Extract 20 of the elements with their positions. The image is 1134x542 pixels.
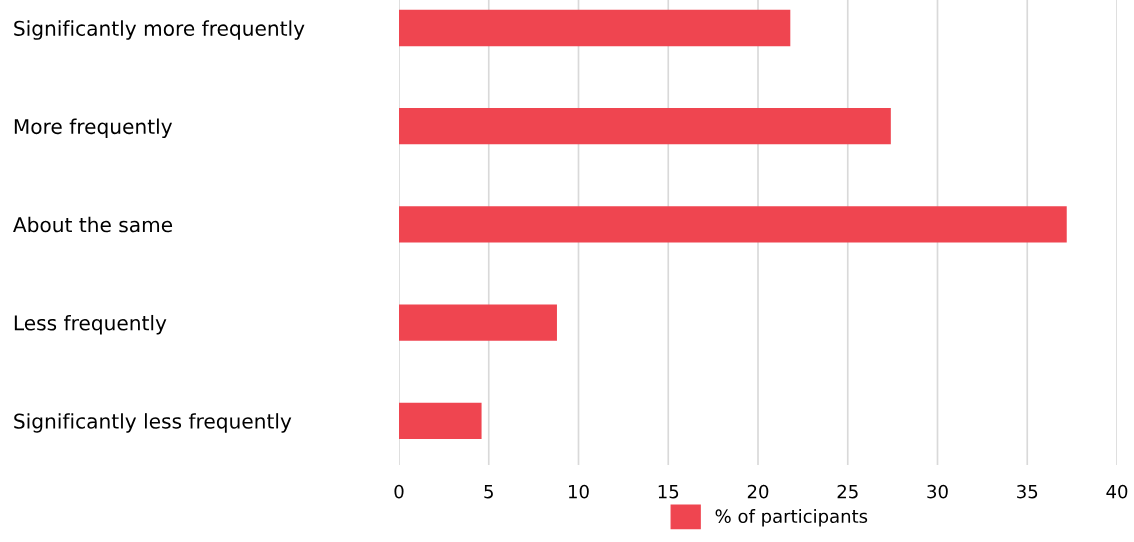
x-tick-label: 15 [658,485,679,499]
bar [399,402,482,439]
y-tick-label: About the same [13,216,173,233]
x-tick-label: 5 [484,485,493,499]
legend-label: % of participants [715,509,868,527]
x-tick-label: 10 [569,484,589,499]
bar [399,108,891,145]
x-tick-label: 25 [837,484,858,499]
y-tick-label: Significantly more frequently [14,20,305,40]
x-tick-label: 0 [394,484,404,499]
bar [399,9,791,47]
y-tick-label: Significantly less frequently [14,413,292,433]
y-tick-label: More frequently [14,118,173,139]
y-tick-label: Less frequently [14,314,167,335]
x-tick-label: 35 [1017,484,1038,499]
x-tick-label: 40 [1106,484,1128,499]
bar [399,304,557,341]
x-tick-label: 20 [747,484,769,499]
x-tick-label: 30 [927,484,948,499]
bar [399,206,1067,243]
